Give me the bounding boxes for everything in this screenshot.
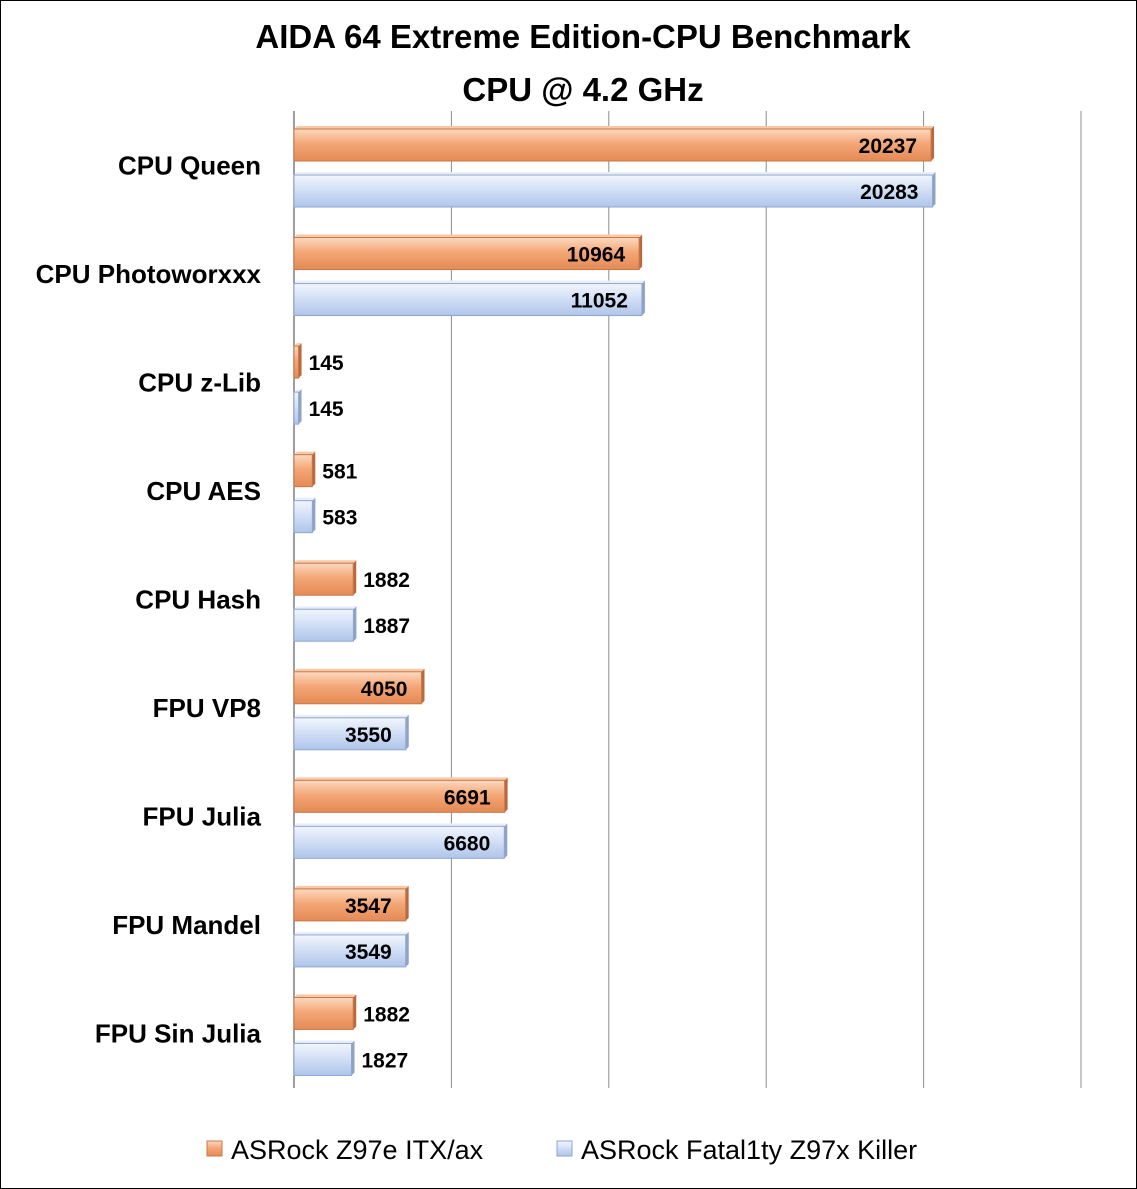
bar-depth xyxy=(405,714,409,750)
bar-depth xyxy=(294,714,409,718)
bar xyxy=(293,779,506,813)
bar-depth xyxy=(294,497,316,501)
bar-depth xyxy=(641,280,645,316)
bar-series-group: 20237 20283 10964 11052 145 145 581 583 1882 1887… xyxy=(293,126,936,1076)
data-label: 11052 xyxy=(571,290,628,313)
data-label: 583 xyxy=(322,507,357,530)
bar-depth xyxy=(353,994,357,1030)
bar-depth xyxy=(294,451,316,455)
bar-depth xyxy=(294,885,409,889)
bar xyxy=(293,500,313,534)
data-label: 4050 xyxy=(361,678,408,701)
bar xyxy=(293,128,932,162)
bar-depth xyxy=(294,560,357,564)
data-label: 3547 xyxy=(345,895,392,918)
bar xyxy=(293,888,407,922)
bar-depth xyxy=(312,451,316,487)
bar-depth xyxy=(294,126,935,129)
bar-depth xyxy=(931,126,935,161)
bar-depth xyxy=(353,560,357,596)
data-label: 1887 xyxy=(363,615,410,638)
bar xyxy=(293,237,640,271)
legend: ASRock Z97e ITX/ax ASRock Fatal1ty Z97x K… xyxy=(206,1135,917,1165)
category-label: FPU Mandel xyxy=(112,910,261,940)
category-label: CPU Queen xyxy=(118,150,261,180)
legend-label: ASRock Z97e ITX/ax xyxy=(231,1135,484,1165)
bar-depth xyxy=(312,497,316,533)
data-label: 6691 xyxy=(444,786,491,809)
bar xyxy=(293,996,354,1030)
bar-depth xyxy=(405,931,409,967)
bar xyxy=(293,283,643,317)
bar-depth xyxy=(405,885,409,921)
legend-label: ASRock Fatal1ty Z97x Killer xyxy=(581,1135,917,1165)
bar-depth xyxy=(298,343,302,379)
bar xyxy=(293,934,407,968)
bar-depth xyxy=(932,172,936,207)
data-label: 1882 xyxy=(363,1003,410,1026)
bar xyxy=(293,345,300,379)
bar-depth xyxy=(294,994,357,998)
data-label: 145 xyxy=(309,398,344,421)
bar-depth xyxy=(504,777,508,813)
bar-depth xyxy=(294,606,357,610)
data-label: 10964 xyxy=(567,244,626,267)
chart-title: AIDA 64 Extreme Edition-CPU Benchmark xyxy=(255,18,911,55)
data-label: 6680 xyxy=(444,832,491,855)
bar-depth xyxy=(294,1040,355,1044)
bar-depth xyxy=(298,389,302,425)
data-label: 581 xyxy=(322,461,357,484)
chart-subtitle: CPU @ 4.2 GHz xyxy=(462,71,703,108)
data-label: 1882 xyxy=(363,569,410,592)
category-label: FPU Sin Julia xyxy=(95,1019,262,1049)
bar-depth xyxy=(639,234,643,270)
bar xyxy=(293,825,505,859)
category-label: CPU Hash xyxy=(135,585,261,615)
bar-depth xyxy=(294,234,643,238)
data-label: 20283 xyxy=(860,181,918,204)
data-label: 3550 xyxy=(345,724,392,747)
bar xyxy=(293,717,407,751)
bar-depth xyxy=(353,606,357,642)
bar xyxy=(293,1042,353,1076)
bar-depth xyxy=(294,777,508,781)
category-label: CPU z-Lib xyxy=(138,367,261,397)
bar xyxy=(293,391,300,425)
grid-lines xyxy=(293,111,1082,1088)
category-label: FPU Julia xyxy=(143,802,262,832)
data-label: 20237 xyxy=(859,135,917,158)
bar-depth xyxy=(294,389,302,393)
bar-depth xyxy=(294,823,508,827)
bar xyxy=(293,671,422,705)
bar-depth xyxy=(294,343,302,347)
category-labels: CPU Queen CPU Photoworxxx CPU z-Lib CPU AES… xyxy=(36,150,262,1048)
bar-depth xyxy=(294,280,645,284)
bar-depth xyxy=(351,1040,355,1076)
bar-depth xyxy=(294,931,409,935)
bar xyxy=(293,562,354,596)
bar-depth xyxy=(294,172,936,175)
legend-swatch xyxy=(206,1140,223,1157)
category-label: FPU VP8 xyxy=(153,693,261,723)
legend-swatch xyxy=(556,1140,573,1157)
data-label: 145 xyxy=(309,352,344,375)
bar xyxy=(293,174,934,208)
bar-depth xyxy=(504,823,508,859)
category-label: CPU AES xyxy=(146,476,261,506)
data-label: 1827 xyxy=(362,1049,409,1072)
bar-depth xyxy=(421,668,425,704)
bar-depth xyxy=(294,668,425,672)
bar xyxy=(293,608,354,642)
category-label: CPU Photoworxxx xyxy=(36,259,262,289)
bar xyxy=(293,454,313,488)
data-label: 3549 xyxy=(345,941,392,964)
